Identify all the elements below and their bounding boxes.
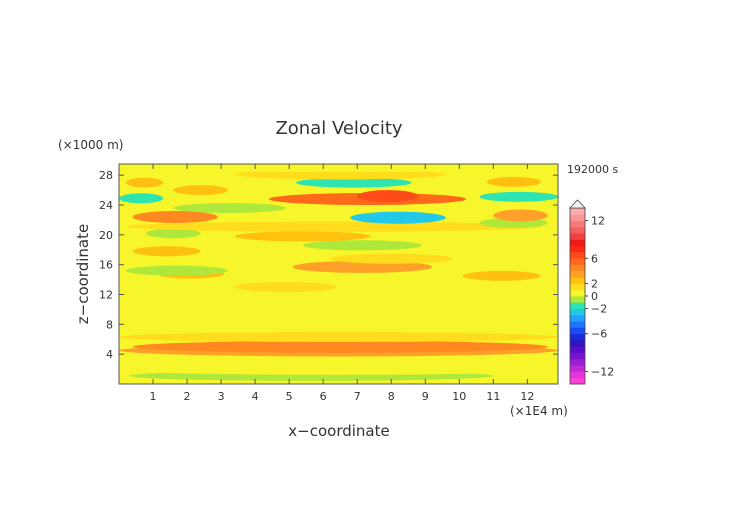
x-tick-label: 11 xyxy=(486,390,500,403)
field-band xyxy=(119,164,558,172)
colorbar-swatch xyxy=(570,296,585,303)
colorbar-swatch xyxy=(570,270,585,278)
colorbar-tick-label: 12 xyxy=(591,215,605,228)
colorbar-swatch xyxy=(570,327,585,335)
colorbar-swatch xyxy=(570,333,585,341)
colorbar-tick-label: 6 xyxy=(591,252,598,265)
field-band xyxy=(125,177,164,188)
x-tick-label: 3 xyxy=(218,390,225,403)
field-band xyxy=(350,211,446,224)
y-axis-label: z−coordinate xyxy=(74,224,92,324)
field-band xyxy=(132,340,548,353)
field-band xyxy=(146,228,201,239)
field-band xyxy=(173,203,286,213)
field-band xyxy=(125,265,228,276)
colorbar-swatch xyxy=(570,226,585,234)
colorbar-swatch xyxy=(570,264,585,272)
field-band xyxy=(486,176,541,187)
colorbar-tick-label: −12 xyxy=(591,365,614,378)
x-tick-label: 8 xyxy=(388,390,395,403)
time-label: 192000 s xyxy=(567,163,618,176)
colorbar-swatch xyxy=(570,245,585,253)
colorbar-tick-label: 2 xyxy=(591,277,598,290)
field-bands xyxy=(119,164,558,384)
field-band xyxy=(132,246,201,257)
colorbar-swatch xyxy=(570,277,585,284)
colorbar-swatch xyxy=(570,371,585,379)
x-tick-label: 1 xyxy=(150,390,157,403)
colorbar-swatch xyxy=(570,289,585,297)
colorbar: 12 6 20−2 −6 −12 xyxy=(569,199,614,385)
colorbar-swatch xyxy=(570,252,585,259)
colorbar-extend-arrow xyxy=(569,199,586,209)
y-tick-label: 4 xyxy=(106,348,113,361)
colorbar-tick-label: 0 xyxy=(591,290,598,303)
field-band xyxy=(234,282,337,293)
colorbar-swatch xyxy=(570,258,585,265)
plot-frame xyxy=(118,163,559,385)
x-axis-label: x−coordinate xyxy=(288,422,389,440)
x-axis-ticks: 1 2 3 4 5 6 7 8 9 10 11 12 xyxy=(150,164,534,403)
colorbar-swatch xyxy=(570,340,585,347)
field-band xyxy=(329,253,453,264)
field-band xyxy=(302,240,422,251)
field-band xyxy=(295,177,412,188)
field-band xyxy=(119,364,558,375)
field-band xyxy=(462,270,541,281)
colorbar-swatch xyxy=(570,321,585,328)
colorbar-swatch xyxy=(570,352,585,360)
field-band xyxy=(173,185,228,196)
x-tick-label: 4 xyxy=(252,390,259,403)
colorbar-tick-label: −2 xyxy=(591,303,607,316)
colorbar-swatch xyxy=(570,214,585,221)
colorbar-swatch xyxy=(570,365,585,372)
field-band xyxy=(119,332,558,343)
x-tick-label: 10 xyxy=(452,390,466,403)
x-unit-label: (×1E4 m) xyxy=(510,404,568,418)
field-band xyxy=(493,209,548,222)
colorbar-swatch xyxy=(570,220,585,228)
y-tick-label: 12 xyxy=(99,289,113,302)
field-band xyxy=(119,304,558,315)
y-tick-label: 24 xyxy=(99,199,113,212)
colorbar-swatch xyxy=(570,239,585,247)
x-tick-label: 9 xyxy=(422,390,429,403)
colorbar-swatch xyxy=(570,346,585,353)
chart-title: Zonal Velocity xyxy=(275,118,402,139)
x-tick-label: 12 xyxy=(520,390,534,403)
y-tick-label: 28 xyxy=(99,169,113,182)
colorbar-swatch xyxy=(570,314,585,322)
velocity-field xyxy=(119,164,558,384)
colorbar-tick-label: −6 xyxy=(591,328,607,341)
field-band xyxy=(479,191,558,202)
colorbar-swatch xyxy=(570,308,585,316)
field-band xyxy=(357,190,419,203)
field-band xyxy=(234,169,446,180)
x-tick-label: 2 xyxy=(184,390,191,403)
x-tick-label: 7 xyxy=(354,390,361,403)
colorbar-swatch xyxy=(570,377,585,385)
y-tick-label: 8 xyxy=(106,318,113,331)
colorbar-swatch xyxy=(570,283,585,291)
x-tick-label: 6 xyxy=(320,390,327,403)
x-tick-label: 5 xyxy=(286,390,293,403)
colorbar-swatch xyxy=(570,302,585,309)
y-tick-label: 20 xyxy=(99,229,113,242)
y-unit-label: (×1000 m) xyxy=(58,138,123,152)
colorbar-swatch xyxy=(570,358,585,366)
field-band xyxy=(234,231,371,242)
field-band xyxy=(292,260,433,273)
colorbar-swatch xyxy=(570,233,585,240)
y-tick-label: 16 xyxy=(99,259,113,272)
field-band xyxy=(119,193,164,204)
field-band xyxy=(132,210,218,223)
colorbar-swatch xyxy=(570,208,585,215)
y-axis-ticks: 4 8 12 16 20 24 28 xyxy=(99,169,558,361)
field-band xyxy=(125,221,541,232)
